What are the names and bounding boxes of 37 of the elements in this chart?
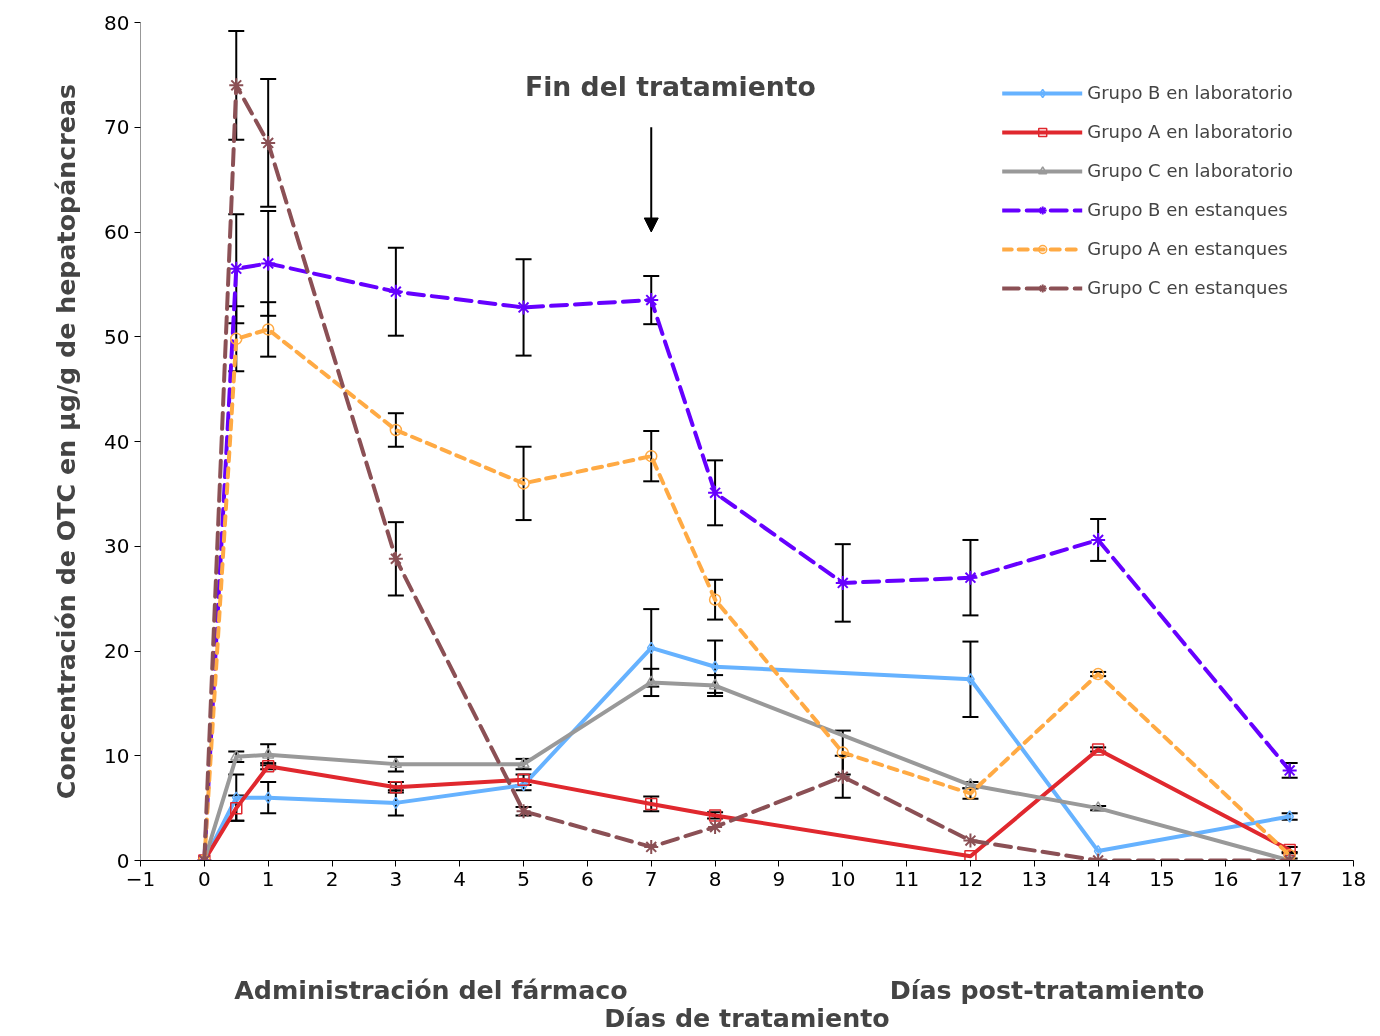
x-tick-label: 4 [453,866,467,891]
legend-label: Grupo B en laboratorio [1087,82,1293,103]
y-tick-label: 40 [104,429,130,454]
legend-label: Grupo C en estanques [1087,277,1288,298]
text: Días post-tratamiento [889,975,1205,1006]
x-tick-label: 12 [957,866,984,891]
x-tick-label: 3 [389,866,403,891]
legend-label: Grupo B en estanques [1087,199,1288,220]
x-tick-label: 10 [830,866,856,891]
x-tick-label: 0 [197,866,211,891]
x-tick-label: 13 [1021,866,1048,891]
annotation: Fin del tratamiento [524,71,816,103]
y-tick-label: 70 [104,115,130,140]
y-tick-label: 10 [104,743,130,768]
x-tick-label: 15 [1149,866,1175,891]
x-tick-label: 6 [581,866,594,891]
legend-label: Grupo A en estanques [1087,238,1288,259]
y-axis-title: Concentración de OTC en µg/g de hepatopáncreas [51,83,82,800]
x-tick-label: 1 [261,866,275,891]
x-tick-label: 14 [1085,866,1111,891]
y-tick-label: 50 [104,324,130,349]
y-tick-label: 30 [104,534,130,559]
x-tick-label: 5 [517,866,530,891]
x-tick-label: 7 [644,866,658,891]
legend-label: Grupo C en laboratorio [1087,160,1293,181]
y-tick-label: 0 [116,848,130,873]
y-tick-label: 20 [104,639,130,663]
y-tick-label: 60 [104,220,130,244]
x-tick-label: 2 [325,866,339,891]
x-tick-label: 11 [893,866,920,891]
x-tick-label: 9 [772,866,786,891]
legend-label: Grupo A en laboratorio [1087,121,1293,142]
x-tick-label: 16 [1213,866,1239,891]
x-tick-label: 17 [1276,866,1303,891]
y-tick-label: 80 [104,10,130,35]
x-tick-label: 18 [1340,866,1367,891]
x-tick-label: 8 [708,866,722,891]
